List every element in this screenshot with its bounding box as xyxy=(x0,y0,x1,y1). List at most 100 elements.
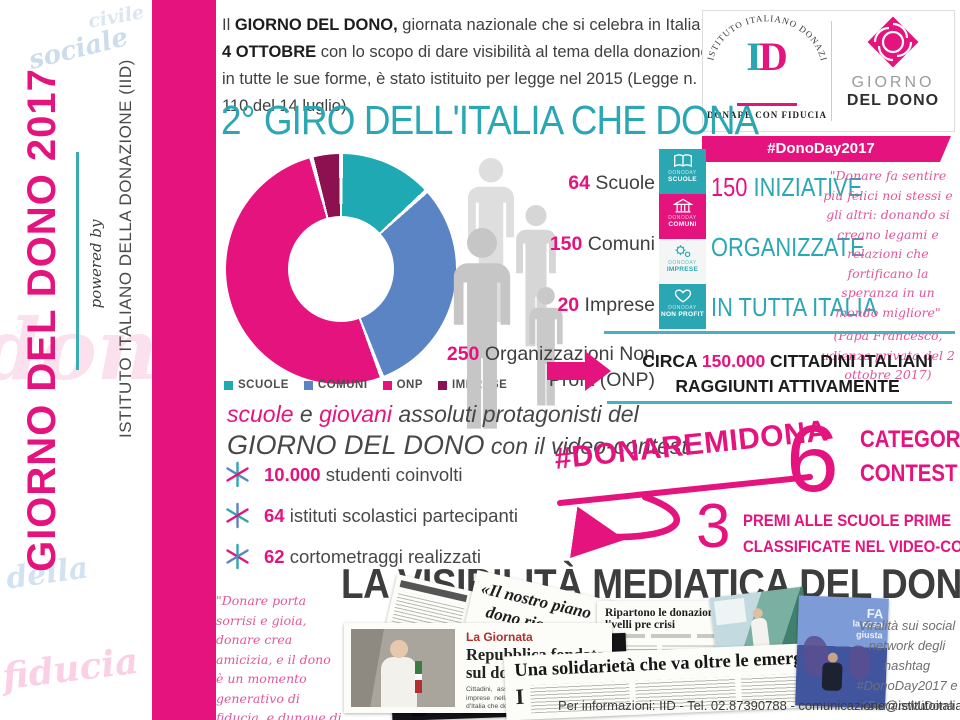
bullet-cortometraggi: 62 cortometraggi realizzati xyxy=(224,543,481,570)
sidebar-accent-bar xyxy=(152,0,216,720)
tile-brand: DONODAY xyxy=(668,215,697,221)
social-line: hashtag xyxy=(883,658,931,673)
sidebar-divider-line xyxy=(76,152,79,370)
video-contest-intro-line2: GIORNO DEL DONO con il video-contest xyxy=(227,430,688,461)
legend-swatch xyxy=(224,380,233,390)
bullet-label: studenti coinvolti xyxy=(320,463,463,485)
contest-label: CATEGORIE xyxy=(860,426,960,453)
bullet-value: 62 xyxy=(264,545,285,567)
tile-label: IMPRESE xyxy=(666,266,699,273)
right-arrow-icon xyxy=(547,351,611,391)
social-virality-note: Viralità sui social network degli hashta… xyxy=(856,616,958,716)
video-contest-intro-line1: scuole e giovani assoluti protagonisti d… xyxy=(227,401,639,428)
tv-guest-figure xyxy=(821,662,843,692)
bullet-label: cortometraggi realizzati xyxy=(284,545,481,567)
stat-label: Comuni xyxy=(582,233,655,255)
footer-contact-info: Per informazioni: IID - Tel. 02.87390788… xyxy=(558,698,960,713)
initiatives-line: ORGANIZZATE xyxy=(711,232,865,262)
iid-tagline: DONARE CON FIDUCIA xyxy=(706,110,827,120)
sidebar: dono sociale civile della fiducia GIORNO… xyxy=(0,0,216,720)
tile-non-profit: DONODAY NON PROFIT xyxy=(659,284,706,329)
gears-icon xyxy=(675,245,690,258)
legend-item: SCUOLE xyxy=(224,379,289,391)
asterisk-star-icon xyxy=(226,543,249,570)
reach-pre: CIRCA xyxy=(642,351,702,371)
stat-value: 250 xyxy=(446,343,480,365)
tv-guest-head xyxy=(827,652,838,663)
watermark-text: fiducia xyxy=(0,639,141,699)
book-icon xyxy=(673,154,692,168)
bullet-studenti: 10.000 studenti coinvolti xyxy=(224,461,463,488)
reach-value: 150.000 xyxy=(701,351,766,371)
pope-quote-text: "Donare fa sentire più felici noi stessi… xyxy=(823,168,953,320)
teal-divider-line xyxy=(604,331,955,334)
iid-arch-text: ISTITUTO ITALIANO DONAZIONE xyxy=(705,13,828,63)
donoday-hashtag-text: #DonoDay2017 xyxy=(767,140,875,157)
donoday-icon-strip: DONODAY SCUOLE DONODAY COMUNI DONODAY IM… xyxy=(659,149,706,329)
stat-value: 150 xyxy=(549,233,583,255)
tile-label: SCUOLE xyxy=(668,176,697,183)
iid-logo-rule xyxy=(737,103,797,106)
organization-name: ISTITUTO ITALIANO DELLA DONAZIONE (IID) xyxy=(116,59,135,438)
tile-brand: DONODAY xyxy=(668,170,697,176)
iid-monogram-d: D xyxy=(758,34,788,79)
bullet-text: 62 cortometraggi realizzati xyxy=(264,546,481,568)
tile-comuni: DONODAY COMUNI xyxy=(659,194,706,239)
pope-photo xyxy=(351,629,455,707)
initiatives-line: 150 INIZIATIVE xyxy=(711,172,862,203)
reach-line1: CIRCA 150.000 CITTADINI ITALIANI xyxy=(615,349,960,374)
asterisk-star-icon xyxy=(226,461,249,488)
person-silhouette-child xyxy=(529,287,563,406)
legend-label: SCUOLE xyxy=(238,379,289,391)
article-kicker: La Giornata xyxy=(466,630,533,644)
stat-value: 20 xyxy=(557,294,580,316)
intro-bold-date: 4 OTTOBRE xyxy=(222,43,317,61)
tile-scuole: DONODAY SCUOLE xyxy=(659,149,706,194)
vc-text: con il video-contest xyxy=(484,433,688,459)
bullet-value: 10.000 xyxy=(264,463,321,485)
iid-monogram-i: I xyxy=(746,34,762,79)
prizes-label: PREMI ALLE SCUOLE PRIME xyxy=(743,511,952,530)
logo-divider xyxy=(831,21,832,121)
social-line: #DonoDay2017 e xyxy=(856,678,958,693)
heart-icon xyxy=(674,289,691,303)
reach-post: CITTADINI ITALIANI xyxy=(765,351,933,371)
legend-label: ONP xyxy=(396,379,423,391)
contest-count: 6 xyxy=(786,406,839,512)
reach-line2: RAGGIUNTI ATTIVAMENTE xyxy=(675,376,900,396)
legend-item: COMUNI xyxy=(303,379,368,391)
social-line: Viralità sui social xyxy=(858,618,956,633)
asterisk-star-icon xyxy=(226,502,249,529)
person-silhouette xyxy=(453,228,511,429)
bullet-istituti: 64 istituti scolastici partecipanti xyxy=(224,502,518,529)
banner-fold xyxy=(940,136,951,162)
stat-label: Scuole xyxy=(589,172,655,194)
giorno-del-dono-logo: GIORNO DEL DONO xyxy=(832,11,954,131)
logo-box: ISTITUTO ITALIANO DONAZIONE ID DONARE CO… xyxy=(702,10,955,132)
initiatives-value: 150 xyxy=(711,172,748,202)
tile-imprese: DONODAY IMPRESE xyxy=(659,239,706,284)
legend-swatch xyxy=(437,380,447,390)
bullet-text: 10.000 studenti coinvolti xyxy=(264,464,463,486)
donoday-hashtag-banner: #DonoDay2017 xyxy=(702,136,951,162)
teal-divider-line xyxy=(607,401,952,404)
stat-scuole: 64 Scuole xyxy=(455,170,655,196)
reach-statement: CIRCA 150.000 CITTADINI ITALIANI RAGGIUN… xyxy=(615,349,960,399)
stat-value: 64 xyxy=(568,172,590,194)
mattarella-quote: "Donare porta sorrisi e gioia, donare cr… xyxy=(216,591,342,720)
tile-label: COMUNI xyxy=(668,221,697,228)
prizes-count: 3 xyxy=(696,492,731,561)
giorno-label: GIORNO xyxy=(851,74,935,91)
stat-comuni: 150 Comuni xyxy=(455,231,655,257)
intro-text: giornata nazionale che si celebra in Ita… xyxy=(397,16,713,34)
vc-text: e xyxy=(293,401,320,427)
watermark-text: civile xyxy=(86,1,146,33)
stat-imprese: 20 Imprese xyxy=(455,292,655,318)
vc-caps: GIORNO DEL DONO xyxy=(227,430,485,460)
legend-swatch xyxy=(382,380,392,390)
pope-figure-head xyxy=(390,640,408,658)
initiatives-line: IN TUTTA ITALIA xyxy=(711,292,878,322)
pope-figure xyxy=(381,657,417,707)
hashtag-underline-arrow xyxy=(557,474,813,558)
